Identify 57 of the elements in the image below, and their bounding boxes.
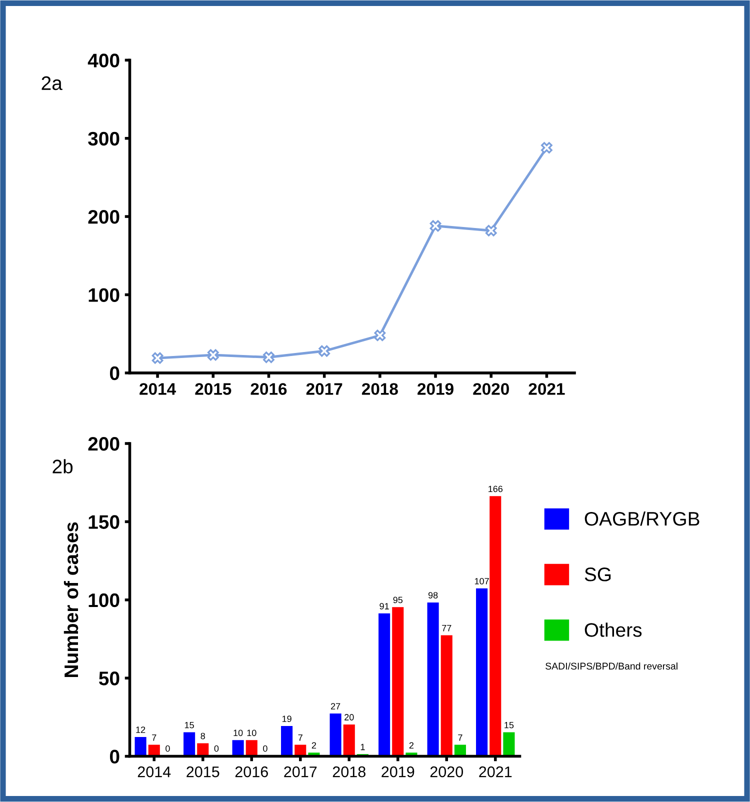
- y-tick-label: 50: [99, 672, 120, 686]
- legend-label: Others: [584, 622, 642, 637]
- data-label: 7: [298, 734, 302, 741]
- data-label: 7: [152, 734, 156, 741]
- y-tick-label: 100: [88, 593, 120, 608]
- text: SADI/SIPS/BPD/Band reversal: [546, 662, 678, 670]
- legend-label: OAGB/RYGB: [584, 511, 700, 526]
- y-tick-label: 300: [88, 132, 120, 146]
- y-tick-label: 0: [110, 366, 120, 380]
- data-label: 0: [263, 745, 268, 752]
- x-tick-label: 2014: [140, 383, 176, 395]
- data-label: 166: [488, 486, 503, 492]
- x-tick-label: 2020: [430, 766, 464, 778]
- data-label: 7: [458, 734, 462, 741]
- x-tick-label: 2014: [138, 766, 171, 778]
- data-label: 10: [234, 730, 243, 736]
- text: 2b: [52, 459, 73, 474]
- x-tick-label: 2020: [473, 383, 509, 395]
- x-tick-label: 2018: [362, 383, 398, 395]
- x-tick-label: 2017: [306, 383, 342, 395]
- data-label: 0: [214, 745, 219, 752]
- data-label: 15: [184, 722, 194, 728]
- y-axis-title: Number of cases: [64, 522, 78, 677]
- data-label: 8: [200, 732, 205, 740]
- y-tick-label: 0: [110, 750, 120, 764]
- x-tick-label: 2015: [186, 766, 220, 778]
- x-tick-label: 2016: [250, 383, 287, 395]
- data-label: 91: [380, 603, 389, 610]
- x-tick-label: 2021: [479, 766, 512, 778]
- data-label: 19: [282, 716, 292, 722]
- data-label: 0: [166, 745, 170, 752]
- data-label: 2: [312, 742, 316, 749]
- data-label: 1: [360, 744, 365, 750]
- legend-label: SG: [584, 568, 611, 582]
- data-label: 95: [393, 596, 403, 604]
- y-tick-label: 100: [88, 288, 120, 302]
- data-label: 98: [428, 592, 438, 598]
- x-tick-label: 2018: [332, 766, 366, 778]
- y-tick-label: 400: [88, 54, 120, 68]
- x-tick-label: 2019: [382, 766, 414, 778]
- x-tick-label: 2016: [235, 766, 268, 778]
- data-label: 15: [504, 722, 514, 728]
- text: 2a: [42, 76, 62, 90]
- y-tick-label: 200: [88, 210, 120, 224]
- data-label: 27: [330, 703, 340, 710]
- x-tick-label: 2015: [195, 383, 232, 395]
- x-tick-label: 2021: [528, 383, 565, 395]
- data-label: 77: [442, 625, 452, 632]
- y-tick-label: 150: [88, 515, 120, 529]
- data-label: 2: [409, 742, 414, 749]
- x-tick-label: 2019: [418, 383, 454, 395]
- data-label: 10: [247, 730, 256, 736]
- x-tick-label: 2017: [284, 766, 317, 778]
- data-label: 12: [136, 726, 146, 733]
- data-label: 20: [344, 714, 354, 720]
- data-label: 107: [474, 578, 489, 584]
- y-tick-label: 200: [88, 436, 120, 451]
